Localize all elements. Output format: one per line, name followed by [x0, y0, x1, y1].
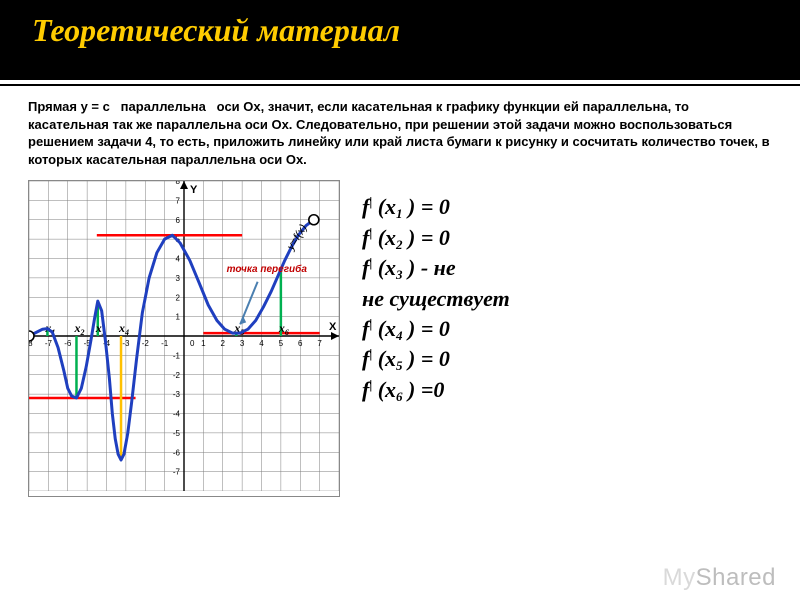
- svg-text:-4: -4: [173, 410, 181, 419]
- content-area: Прямая у = с параллельна оси Ох, значит,…: [0, 86, 800, 497]
- svg-text:точка перегиба: точка перегиба: [227, 263, 308, 275]
- header: Теоретический материал: [0, 0, 800, 80]
- equation-row: f| (x4 ) = 0: [362, 314, 510, 345]
- svg-text:2: 2: [221, 339, 226, 348]
- svg-text:6: 6: [298, 339, 303, 348]
- equation-row: f| (x3 ) - не: [362, 253, 510, 284]
- svg-text:-1: -1: [173, 352, 181, 361]
- svg-text:Y: Y: [190, 184, 198, 196]
- svg-text:1: 1: [201, 339, 206, 348]
- chart-svg: -8-7-6-5-4-3-2-11234567-7-6-5-4-3-2-1123…: [29, 181, 339, 491]
- page-title: Теоретический материал: [32, 12, 768, 49]
- svg-text:2: 2: [176, 293, 181, 302]
- svg-text:-1: -1: [161, 339, 169, 348]
- svg-text:3: 3: [176, 274, 181, 283]
- svg-text:-6: -6: [64, 339, 72, 348]
- svg-text:-6: -6: [173, 448, 181, 457]
- svg-text:3: 3: [240, 339, 245, 348]
- watermark: MyShared: [663, 564, 776, 592]
- svg-text:-2: -2: [142, 339, 150, 348]
- svg-text:-5: -5: [173, 429, 181, 438]
- svg-text:-3: -3: [122, 339, 130, 348]
- watermark-right: Shared: [696, 564, 776, 591]
- svg-text:1: 1: [176, 313, 181, 322]
- equation-row: f| (x2 ) = 0: [362, 223, 510, 254]
- equation-row: f| (x1 ) = 0: [362, 192, 510, 223]
- watermark-left: My: [663, 564, 696, 591]
- explanation-paragraph: Прямая у = с параллельна оси Ох, значит,…: [28, 98, 772, 168]
- equation-row: f| (x6 ) =0: [362, 375, 510, 406]
- svg-text:0: 0: [190, 339, 195, 348]
- svg-text:-3: -3: [173, 390, 181, 399]
- svg-text:-7: -7: [173, 468, 181, 477]
- equations-column: f| (x1 ) = 0f| (x2 ) = 0f| (x3 ) - нене …: [362, 180, 510, 405]
- svg-text:4: 4: [259, 339, 264, 348]
- equation-row: не существует: [362, 284, 510, 314]
- chart: -8-7-6-5-4-3-2-11234567-7-6-5-4-3-2-1123…: [28, 180, 340, 497]
- main-row: -8-7-6-5-4-3-2-11234567-7-6-5-4-3-2-1123…: [28, 180, 772, 497]
- svg-text:4: 4: [176, 255, 181, 264]
- svg-text:6: 6: [176, 216, 181, 225]
- svg-text:-2: -2: [173, 371, 181, 380]
- svg-text:-7: -7: [45, 339, 53, 348]
- equation-row: f| (x5 ) = 0: [362, 344, 510, 375]
- svg-text:8: 8: [176, 181, 181, 186]
- svg-text:5: 5: [279, 339, 284, 348]
- svg-text:7: 7: [317, 339, 322, 348]
- svg-text:X: X: [329, 321, 337, 333]
- svg-text:7: 7: [176, 197, 181, 206]
